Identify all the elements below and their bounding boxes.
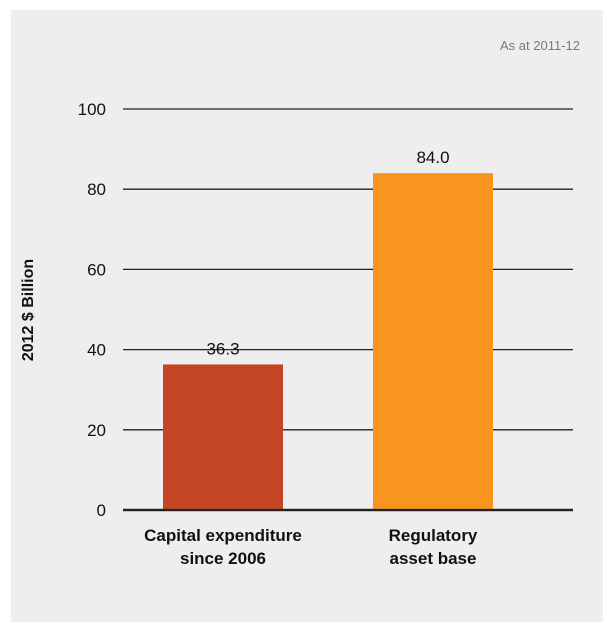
y-tick-label-60: 60 xyxy=(87,260,106,279)
bar-value-label-0: 36.3 xyxy=(206,339,239,358)
x-category-label-0-line-1: Capital expenditure xyxy=(144,526,302,545)
x-category-label-1: Regulatory asset base xyxy=(323,524,543,570)
y-tick-label-40: 40 xyxy=(87,341,106,360)
y-tick-label-20: 20 xyxy=(87,421,106,440)
bar-0 xyxy=(163,364,283,510)
y-tick-label-0: 0 xyxy=(97,501,106,520)
x-category-label-1-line-2: asset base xyxy=(389,549,477,568)
bar-value-label-1: 84.0 xyxy=(416,148,449,167)
y-tick-label-80: 80 xyxy=(87,180,106,199)
bar-1 xyxy=(373,173,493,510)
y-tick-label-100: 100 xyxy=(78,100,106,119)
x-category-label-0-line-2: since 2006 xyxy=(179,549,266,568)
date-note: As at 2011-12 xyxy=(500,38,580,53)
x-category-label-0: Capital expenditure since 2006 xyxy=(113,524,333,570)
x-category-label-1-line-1: Regulatory xyxy=(388,526,478,545)
y-axis-label: 2012 $ Billion xyxy=(20,258,37,362)
chart-panel xyxy=(11,10,603,622)
